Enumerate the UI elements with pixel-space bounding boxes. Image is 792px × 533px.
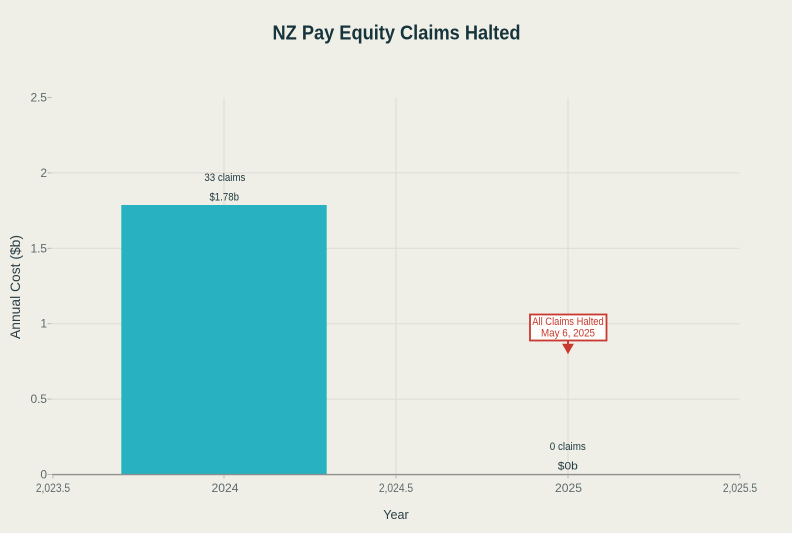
svg-text:0: 0 <box>40 468 47 482</box>
svg-text:2025: 2025 <box>555 481 582 495</box>
svg-text:33 claims: 33 claims <box>204 172 245 184</box>
svg-text:2,025.5: 2,025.5 <box>723 481 758 495</box>
svg-text:1: 1 <box>40 317 47 331</box>
svg-text:All Claims Halted: All Claims Halted <box>532 316 604 328</box>
svg-text:$1.78b: $1.78b <box>209 192 239 204</box>
svg-text:1.5: 1.5 <box>31 241 48 255</box>
svg-text:$0b: $0b <box>558 461 578 473</box>
svg-text:2024: 2024 <box>212 481 239 495</box>
svg-text:Annual Cost ($b): Annual Cost ($b) <box>7 235 23 339</box>
svg-text:2,023.5: 2,023.5 <box>36 481 71 495</box>
svg-text:0.5: 0.5 <box>31 392 48 406</box>
svg-text:2,024.5: 2,024.5 <box>379 481 414 495</box>
svg-text:NZ Pay Equity Claims Halted: NZ Pay Equity Claims Halted <box>273 22 521 45</box>
svg-text:2: 2 <box>40 166 47 180</box>
svg-text:0 claims: 0 claims <box>550 441 586 453</box>
svg-text:2.5: 2.5 <box>31 91 48 105</box>
svg-text:Year: Year <box>383 507 409 522</box>
svg-text:May 6, 2025: May 6, 2025 <box>541 327 595 339</box>
